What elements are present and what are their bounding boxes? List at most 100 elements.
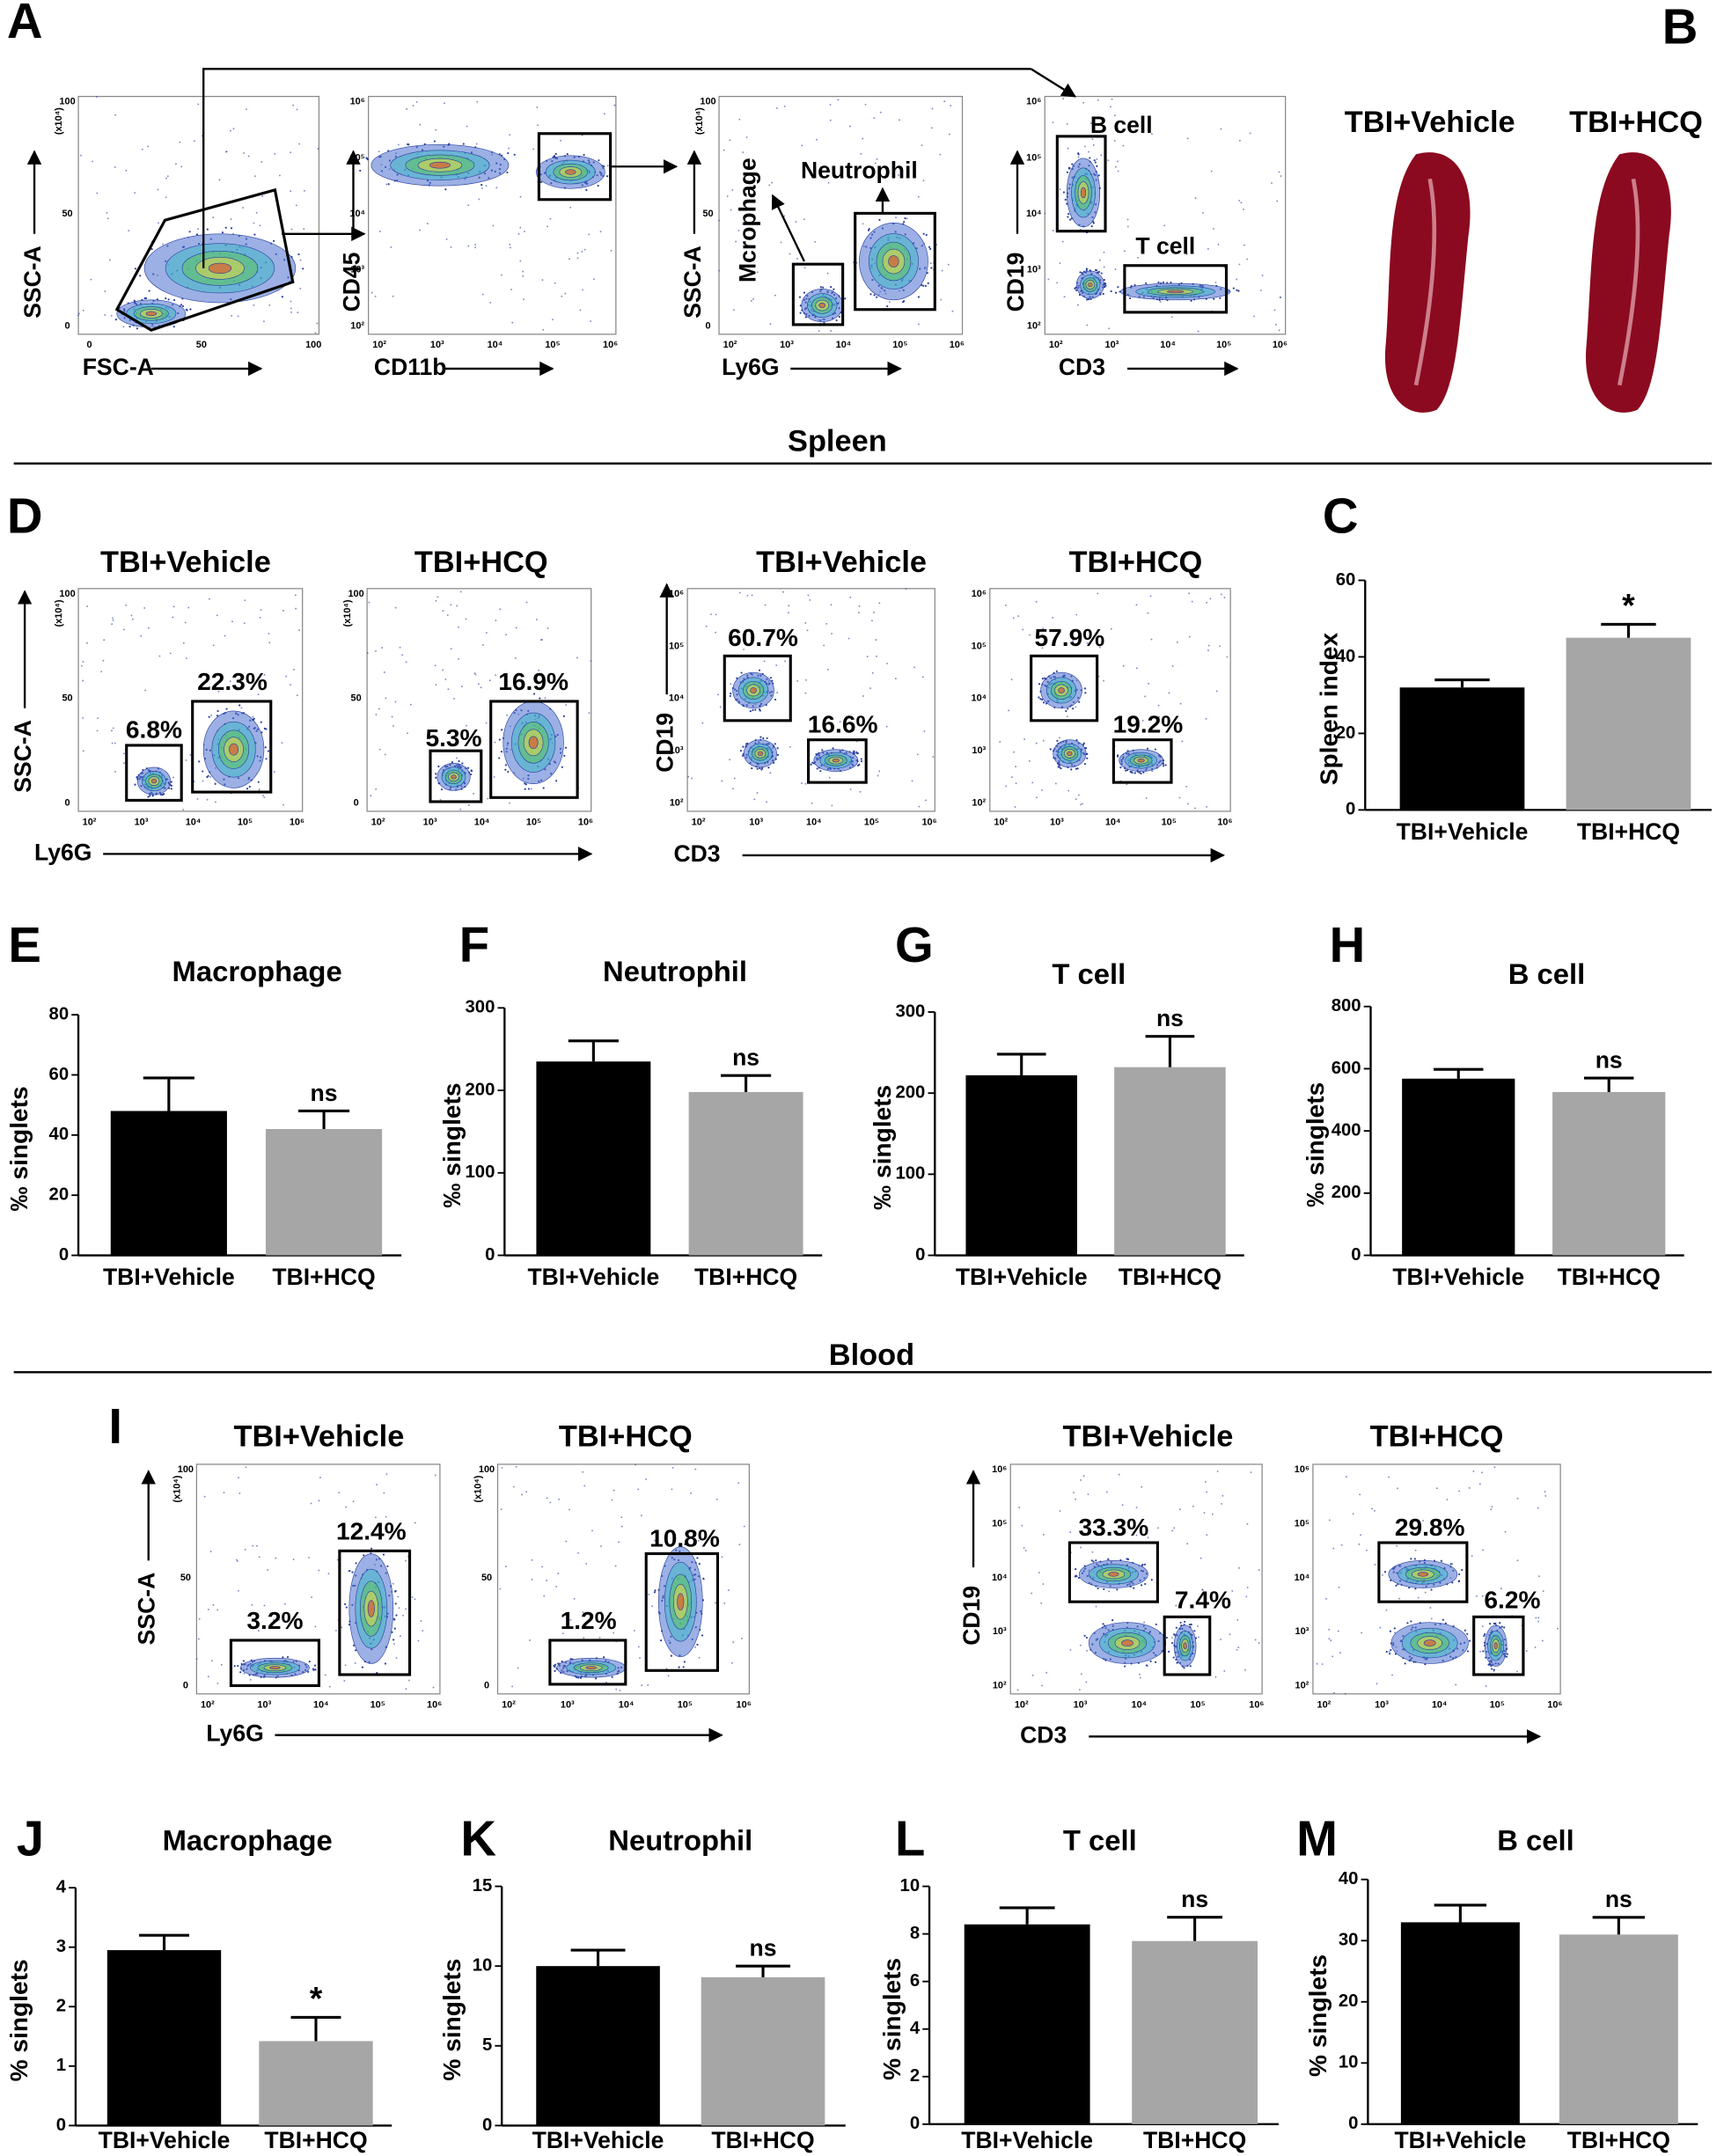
event-dot	[750, 299, 752, 302]
event-dot	[378, 708, 380, 710]
event-dot	[769, 323, 772, 326]
event-dot	[1080, 1478, 1082, 1481]
event-dot	[577, 1551, 579, 1554]
event-dot	[831, 804, 833, 807]
plot-frame	[989, 588, 1231, 812]
flow-tick-label: 10⁴	[1026, 209, 1042, 219]
event-dot	[1414, 1588, 1417, 1590]
event-dot	[1083, 687, 1087, 690]
flow-tick-label: 10²	[1049, 340, 1063, 350]
event-dot	[951, 310, 954, 312]
event-dot	[898, 173, 899, 176]
event-dot	[1198, 1636, 1199, 1639]
event-dot	[263, 1604, 266, 1607]
event-dot	[715, 613, 717, 616]
flow-tick-label: 10²	[372, 340, 386, 350]
event-dot	[221, 231, 224, 234]
event-dot	[500, 750, 503, 753]
event-dot	[383, 1492, 385, 1494]
event-dot	[432, 1686, 435, 1689]
event-dot	[197, 1638, 200, 1640]
flow-tick-label: 10⁶	[603, 340, 618, 350]
event-dot	[1220, 593, 1222, 596]
gate	[1163, 1615, 1212, 1676]
event-dot	[134, 192, 136, 194]
event-dot	[467, 204, 470, 207]
event-dot	[419, 123, 422, 126]
event-dot	[285, 675, 288, 678]
event-dot	[731, 788, 734, 790]
event-dot	[943, 100, 946, 103]
event-dot	[1075, 1567, 1077, 1571]
event-dot	[314, 1668, 317, 1671]
flow-tick-label: 10⁶	[1547, 1699, 1562, 1710]
event-dot	[746, 742, 749, 744]
event-dot	[1129, 770, 1132, 774]
x-tick-label: TBI+Vehicle	[1394, 2127, 1526, 2153]
flow-tick-label: 10⁶	[1273, 340, 1287, 350]
event-dot	[283, 1602, 286, 1605]
event-dot	[442, 669, 444, 671]
event-dot	[237, 315, 239, 318]
event-dot	[1219, 645, 1221, 648]
event-dot	[397, 1595, 400, 1598]
event-dot	[253, 304, 255, 306]
gate	[854, 211, 936, 312]
event-dot	[726, 195, 729, 197]
event-dot	[696, 1557, 699, 1559]
event-dot	[1534, 1646, 1537, 1648]
event-dot	[1429, 1607, 1432, 1609]
event-dot	[225, 708, 228, 710]
event-dot	[1082, 101, 1085, 104]
event-dot	[517, 1667, 519, 1669]
event-dot	[555, 1585, 558, 1588]
event-dot	[144, 689, 147, 692]
event-dot	[493, 775, 495, 778]
density-contour	[145, 311, 158, 317]
event-dot	[181, 304, 185, 308]
event-dot	[1168, 692, 1170, 694]
event-dot	[295, 204, 297, 207]
event-dot	[590, 660, 592, 663]
bar	[536, 1966, 660, 2126]
flow-scale-note: (x10⁴)	[342, 599, 353, 627]
event-dot	[122, 628, 125, 631]
plot-frame	[368, 95, 617, 335]
event-dot	[939, 153, 942, 156]
gate	[807, 738, 868, 784]
event-dot	[267, 750, 270, 752]
event-dot	[1488, 1623, 1492, 1625]
event-dot	[290, 228, 293, 231]
flow-tick-label: 10⁴	[488, 340, 503, 350]
event-dot	[247, 155, 250, 158]
event-dot	[756, 271, 759, 274]
event-dot	[414, 1522, 416, 1524]
event-dot	[745, 136, 748, 138]
event-dot	[811, 802, 813, 804]
event-dot	[1211, 1513, 1214, 1515]
event-dot	[1164, 764, 1167, 766]
event-dot	[172, 616, 174, 619]
event-dot	[1056, 282, 1059, 284]
event-dot	[196, 797, 199, 800]
y-tick-label: 200	[466, 1080, 495, 1099]
y-tick-label: 60	[49, 1065, 70, 1084]
event-dot	[1036, 796, 1038, 799]
gate-percent: 6.8%	[126, 716, 182, 744]
gate	[723, 654, 792, 722]
event-dot	[743, 1525, 745, 1528]
gate	[191, 700, 273, 794]
event-dot	[344, 1602, 347, 1605]
event-dot	[874, 162, 877, 165]
event-dot	[1147, 1536, 1149, 1539]
event-dot	[1482, 1549, 1485, 1551]
event-dot	[1171, 665, 1174, 667]
event-dot	[473, 792, 475, 795]
y-axis-label: ‰ singlets	[869, 1085, 896, 1210]
event-dot	[435, 684, 437, 686]
event-dot	[1385, 1609, 1388, 1611]
x-axis-label: Ly6G	[722, 354, 779, 380]
flow-tick-label: 10⁶	[1249, 1699, 1264, 1710]
flow-tick-label: 10⁵	[370, 1699, 385, 1710]
event-dot	[485, 722, 488, 724]
